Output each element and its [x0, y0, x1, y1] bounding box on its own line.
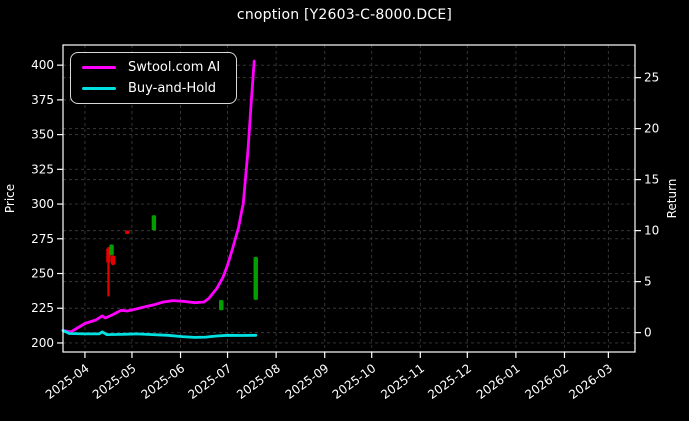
return-tick-label: 20 — [644, 122, 659, 136]
price-tick-label: 350 — [31, 128, 54, 142]
legend: Swtool.com AI Buy-and-Hold — [70, 52, 238, 104]
candlestick-body — [109, 245, 114, 255]
date-tick-label: 2025-12 — [425, 361, 474, 402]
date-tick-label: 2025-08 — [234, 361, 283, 402]
date-tick-label: 2025-07 — [186, 361, 235, 402]
date-tick-label: 2025-10 — [330, 361, 379, 402]
candlestick-body — [106, 248, 111, 263]
return-tick-label: 5 — [644, 275, 652, 289]
date-tick-label: 2026-01 — [474, 361, 523, 402]
candlestick-body — [219, 300, 224, 310]
candlestick-body — [253, 257, 258, 300]
price-tick-label: 300 — [31, 197, 54, 211]
date-tick-label: 2025-09 — [283, 361, 332, 402]
date-tick-label: 2026-02 — [522, 361, 571, 402]
price-tick-label: 325 — [31, 162, 54, 176]
candlestick-body — [151, 215, 157, 231]
price-tick-label: 225 — [31, 301, 54, 315]
plot-frame — [62, 44, 636, 353]
legend-item-swtool-ai: Swtool.com AI — [82, 60, 220, 75]
legend-swatch-buy-and-hold — [82, 87, 116, 90]
return-tick-label: 0 — [644, 326, 652, 340]
date-tick-label: 2025-11 — [378, 361, 427, 402]
candlestick-body — [125, 230, 130, 234]
y-axis-label-return: Return — [665, 179, 679, 219]
date-tick-label: 2026-03 — [566, 361, 615, 402]
y-axis-label-price: Price — [3, 184, 17, 213]
candlestick-body — [110, 256, 116, 265]
legend-swatch-swtool-ai — [82, 66, 116, 69]
legend-item-buy-and-hold: Buy-and-Hold — [82, 81, 220, 96]
price-tick-label: 200 — [31, 336, 54, 350]
series-line-swtool-ai — [61, 59, 256, 334]
return-tick-label: 25 — [644, 71, 659, 85]
price-tick-label: 250 — [31, 267, 54, 281]
legend-label-swtool-ai: Swtool.com AI — [128, 60, 221, 75]
chart-title: cnoption [Y2603-C-8000.DCE] — [236, 7, 453, 23]
price-tick-label: 275 — [31, 232, 54, 246]
legend-label-buy-and-hold: Buy-and-Hold — [128, 81, 217, 96]
price-tick-label: 400 — [31, 58, 54, 72]
return-tick-label: 10 — [644, 224, 659, 238]
date-tick-label: 2025-05 — [90, 361, 139, 402]
price-tick-label: 375 — [31, 93, 54, 107]
return-tick-label: 15 — [644, 173, 659, 187]
date-tick-label: 2025-04 — [43, 361, 92, 402]
series-line-buy-and-hold — [61, 329, 258, 339]
date-tick-label: 2025-06 — [139, 361, 188, 402]
